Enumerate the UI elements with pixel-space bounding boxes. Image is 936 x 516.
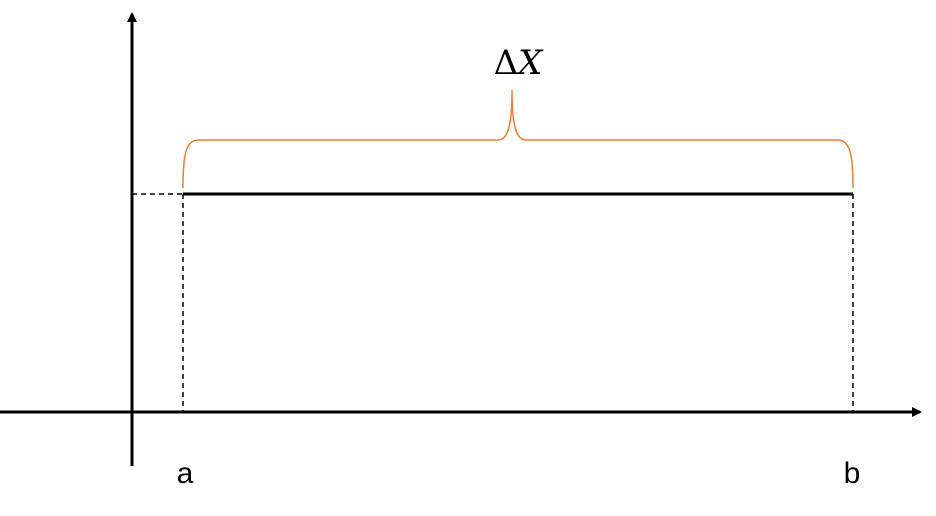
delta-symbol: Δ xyxy=(494,43,519,83)
delta-variable: X xyxy=(515,43,544,83)
label-a: a xyxy=(177,457,194,490)
label-b: b xyxy=(844,457,861,490)
interval-brace xyxy=(182,89,854,189)
delta-x-label: ΔX xyxy=(494,43,545,83)
